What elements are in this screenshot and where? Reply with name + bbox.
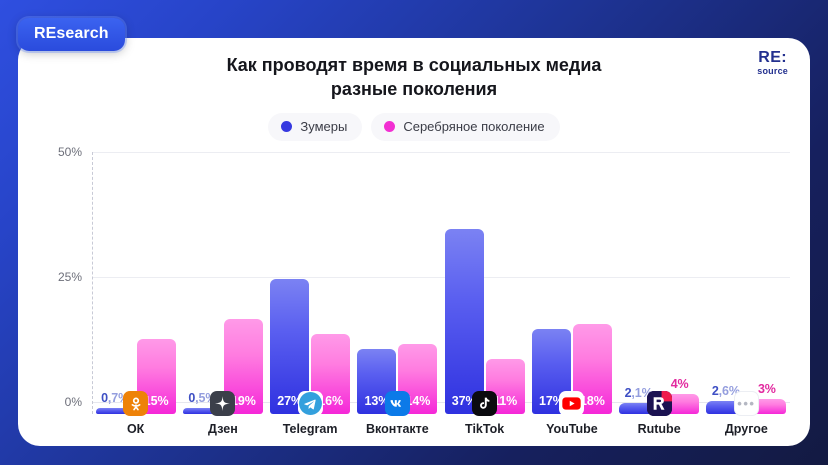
bar-wrapper: 16% <box>311 152 351 414</box>
y-tick-50: 50% <box>57 144 82 159</box>
y-tick-25: 25% <box>57 269 82 284</box>
bar-group: 17% 18% <box>528 152 615 414</box>
bar-value-label: 13% <box>364 393 390 408</box>
y-axis-line <box>92 151 93 414</box>
bar-wrapper: 19% <box>223 152 263 414</box>
dzen-icon <box>210 391 236 416</box>
bar-group: 37% 11% <box>441 152 528 414</box>
bar-groups: 0,7% 15% 0,5% 19% 27% 16% 13% 14% 37% 11% 17% 18% 2,… <box>92 152 790 414</box>
gridline-25 <box>92 276 790 278</box>
dot-icon <box>281 120 293 132</box>
bar-wrapper: 2,6% <box>706 152 746 414</box>
logo-re-text: RE: <box>758 49 788 66</box>
rutube-icon <box>646 391 672 416</box>
tiktok-icon <box>472 391 498 416</box>
plot-area: 50% 25% 0% 0,7% 15% 0,5% 19% 27% 16% 13% 14% 37%… <box>34 145 794 414</box>
logo-source-text: source <box>757 65 788 76</box>
youtube-icon <box>559 391 585 416</box>
x-axis-item-ок[interactable]: ОК <box>92 391 179 436</box>
x-axis-item-label: Telegram <box>282 422 338 436</box>
page-title: Как проводят время в социальных медиа ра… <box>226 55 602 99</box>
bar-wrapper: 2,1% <box>619 152 659 414</box>
x-axis-item-label: TikTok <box>465 422 505 436</box>
bar-wrapper: 27% <box>270 152 310 414</box>
x-axis-item-label: Вконтакте <box>366 422 429 436</box>
bar-wrapper: 11% <box>485 152 525 414</box>
x-axis-item-label: ОК <box>126 422 145 436</box>
bar-wrapper: 14% <box>398 152 438 414</box>
bar-wrapper: 37% <box>444 152 484 414</box>
bar-value-label: 11% <box>493 393 518 408</box>
bar-group: 0,7% 15% <box>92 152 179 414</box>
bar-wrapper: 13% <box>357 152 397 414</box>
legend-item-label: Серебряное поколение <box>403 118 545 134</box>
gridline-0 <box>92 401 790 403</box>
bar-group: 2,1% 4% <box>616 152 703 414</box>
gridline-50 <box>92 151 790 153</box>
resource-logo: RE: source <box>757 49 788 76</box>
x-axis-item-другое[interactable]: ••• Другое <box>703 391 790 436</box>
bar[interactable]: 37% <box>444 228 484 414</box>
bar-value-label: 27% <box>277 393 302 408</box>
x-axis-item-youtube[interactable]: YouTube <box>528 391 615 436</box>
card-header: Как проводят время в социальных медиа ра… <box>18 38 810 102</box>
bar-wrapper: 4% <box>660 152 700 414</box>
x-axis-item-вконтакте[interactable]: Вконтакте <box>354 391 441 436</box>
bar-value-label: 4% <box>670 376 689 391</box>
x-axis-item-tiktok[interactable]: TikTok <box>441 391 528 436</box>
bar-wrapper: 17% <box>531 152 571 414</box>
research-badge: REsearch <box>18 18 125 51</box>
bar-group: 27% 16% <box>267 152 354 414</box>
x-axis-item-label: YouTube <box>546 422 598 436</box>
bar-group: 2,6% 3% <box>703 152 790 414</box>
bar-value-label: 18% <box>580 393 605 408</box>
legend-item-silver-generation[interactable]: Серебряное поколение <box>371 112 560 141</box>
x-axis-item-label: Дзен <box>207 422 238 436</box>
bar-value-label: 15% <box>143 393 169 408</box>
bar-value-label: 17% <box>539 393 564 408</box>
x-axis-item-дзен[interactable]: Дзен <box>179 391 266 436</box>
x-axis-item-rutube[interactable]: Rutube <box>616 391 703 436</box>
bar-value-label: 19% <box>231 393 256 408</box>
y-tick-0: 0% <box>64 394 82 409</box>
bar-wrapper: 0,7% <box>95 152 135 414</box>
bar-wrapper: 15% <box>136 152 176 414</box>
bar-wrapper: 0,5% <box>182 152 222 414</box>
bar-value-label: 16% <box>318 393 343 408</box>
dot-icon <box>384 120 396 132</box>
x-axis-category-row: ОК Дзен Telegram Вконтакте TikTok YouTube Rutu… <box>92 391 790 436</box>
x-axis-item-telegram[interactable]: Telegram <box>267 391 354 436</box>
bar-group: 13% 14% <box>354 152 441 414</box>
ellipsis-icon: ••• <box>733 391 759 416</box>
x-axis-item-label: Другое <box>724 422 768 436</box>
vk-icon <box>384 391 410 416</box>
bar-value-label: 3% <box>757 381 776 396</box>
x-axis-item-label: Rutube <box>637 422 681 436</box>
legend-item-label: Зумеры <box>300 118 348 134</box>
chart-legend: Зумеры Серебряное поколение <box>18 112 810 141</box>
bar-value-label: 14% <box>405 393 431 408</box>
bar-group: 0,5% 19% <box>179 152 266 414</box>
legend-item-zoomers[interactable]: Зумеры <box>268 112 363 141</box>
telegram-icon <box>297 391 323 416</box>
bar-wrapper: 18% <box>572 152 612 414</box>
odnoklassniki-icon <box>123 391 149 416</box>
bar-wrapper: 3% <box>747 152 787 414</box>
chart-card: Как проводят время в социальных медиа ра… <box>18 38 810 446</box>
bar-value-label: 37% <box>451 393 477 408</box>
